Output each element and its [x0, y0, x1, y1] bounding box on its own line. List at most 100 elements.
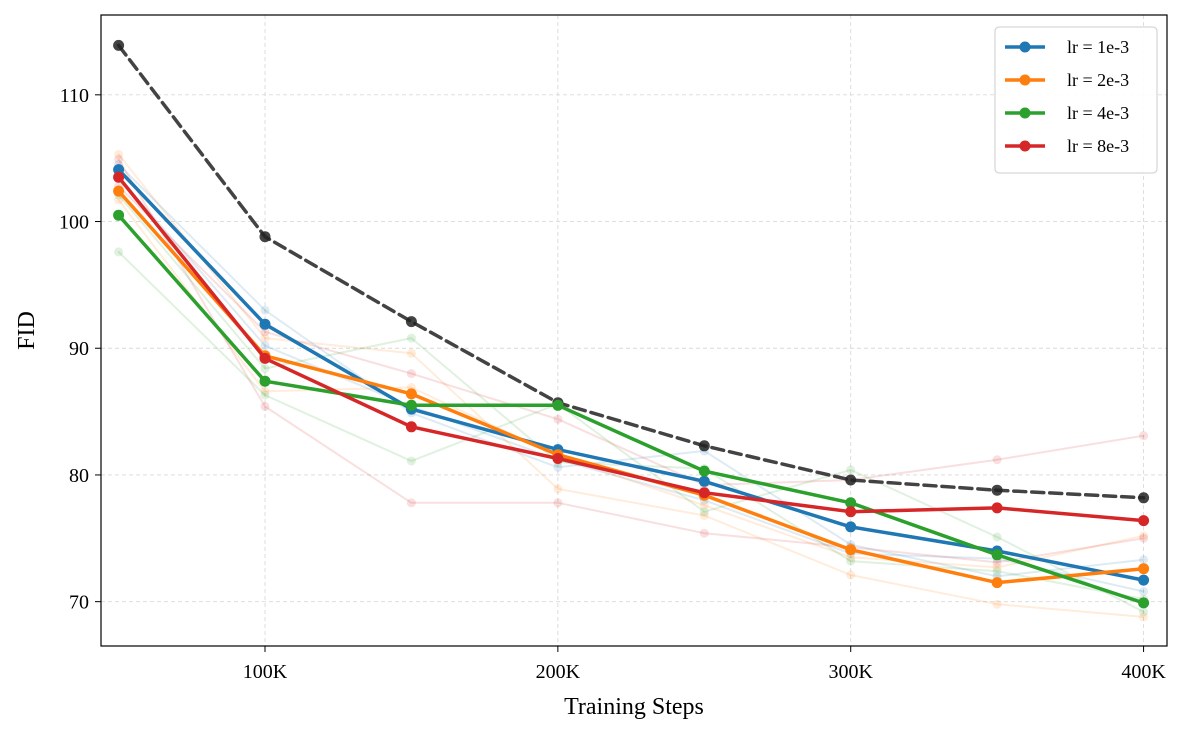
- x-tick-label-1: 200K: [536, 661, 581, 683]
- faint-run-6-point-2: [406, 498, 416, 508]
- series-0-point-0: [113, 164, 125, 176]
- series-0-point-1: [259, 318, 271, 330]
- legend: lr = 1e-3 lr = 2e-3 lr = 4e-3 lr = 8e-3: [994, 26, 1158, 174]
- series-3-point-1: [259, 352, 271, 364]
- faint-run-7-point-1: [260, 327, 270, 337]
- faint-run-2-point-5: [846, 570, 856, 580]
- x-tick-label-0: 100K: [243, 661, 288, 683]
- series-2-point-3: [552, 399, 564, 411]
- faint-run-4-point-5: [846, 465, 856, 475]
- faint-run-2-point-6: [992, 599, 1002, 609]
- legend-box: [994, 26, 1158, 174]
- faint-run-7-point-3: [553, 414, 563, 424]
- faint-run-1-point-1: [260, 341, 270, 351]
- faint-run-1-line: [117, 176, 1145, 593]
- series-0-point-7: [1138, 574, 1150, 586]
- faint-run-0-point-1: [260, 305, 270, 315]
- series-2-point-6: [991, 549, 1003, 561]
- faint-run-2: [114, 149, 1149, 622]
- y-axis-title: FID: [14, 311, 40, 350]
- series-1-point-7: [1138, 563, 1150, 575]
- faint-run-4-point-1: [260, 390, 270, 400]
- faint-run-4-point-0: [114, 247, 124, 257]
- faint-run-2-point-2: [406, 348, 416, 358]
- series-2-point-2: [405, 399, 417, 411]
- x-tick-label-2: 300K: [828, 661, 873, 683]
- faint-run-4-point-6: [992, 532, 1002, 542]
- legend-swatch-marker-2: [1019, 107, 1031, 119]
- series-1-line: [116, 189, 1146, 585]
- series-2-point-1: [259, 375, 271, 387]
- faint-run-5-point-1: [260, 364, 270, 373]
- faint-run-7-point-7: [1139, 431, 1149, 441]
- series-3-line: [116, 175, 1146, 523]
- faint-run-1-point-7: [1139, 587, 1149, 596]
- faint-run-6-point-3: [553, 498, 563, 508]
- y-tick-label-1: 80: [69, 465, 89, 487]
- faint-run-3-line: [117, 199, 1145, 569]
- faint-run-7-point-2: [406, 369, 416, 379]
- faint-run-7-point-6: [992, 455, 1002, 465]
- series-3-point-3: [552, 453, 564, 464]
- faint-run-2-point-4: [699, 511, 709, 520]
- series-2-point-4: [698, 465, 710, 477]
- mean-dashed-series-line: [116, 43, 1146, 500]
- mean-dashed-series-point-7: [1138, 492, 1150, 504]
- faint-run-2-point-3: [553, 484, 563, 494]
- faint-run-5-point-2: [406, 333, 416, 343]
- y-tick-label-4: 110: [60, 85, 89, 107]
- mean-dashed-series: [113, 39, 1150, 504]
- series-0-point-5: [845, 521, 857, 533]
- faint-run-5-point-6: [992, 566, 1002, 576]
- legend-label-3: lr = 8e-3: [1067, 136, 1129, 156]
- faint-run-6-point-1: [260, 402, 270, 411]
- series-0: [113, 164, 1150, 586]
- y-tick-label-0: 70: [69, 592, 89, 614]
- legend-item-3: lr = 8e-3: [1005, 136, 1129, 156]
- legend-label-2: lr = 4e-3: [1067, 103, 1129, 123]
- legend-item-1: lr = 2e-3: [1005, 70, 1129, 90]
- x-axis-ticks: 100K 200K 300K 400K: [243, 646, 1166, 683]
- legend-swatch-marker-0: [1019, 41, 1031, 53]
- series-3-point-4: [698, 487, 710, 499]
- faint-run-3-point-5: [846, 552, 856, 562]
- series-3-point-6: [991, 502, 1003, 514]
- series-1-point-0: [113, 185, 125, 197]
- faint-run-6-point-4: [699, 528, 709, 538]
- faint-run-5-point-5: [846, 556, 856, 566]
- y-tick-label-2: 90: [69, 338, 89, 360]
- faint-run-0-point-7: [1139, 555, 1149, 565]
- faint-run-2-point-0: [114, 149, 124, 159]
- legend-label-1: lr = 2e-3: [1067, 70, 1129, 90]
- legend-label-0: lr = 1e-3: [1067, 37, 1129, 57]
- faint-run-4-point-4: [699, 507, 709, 517]
- faint-run-7-line: [117, 185, 1145, 487]
- y-tick-label-3: 100: [59, 212, 89, 234]
- series-3-point-0: [113, 171, 125, 183]
- faint-run-0-line: [117, 163, 1145, 578]
- faint-run-3-point-4: [699, 500, 709, 510]
- x-axis-title: Training Steps: [564, 694, 704, 720]
- faint-run-6-point-7: [1139, 533, 1149, 543]
- mean-dashed-series-point-5: [845, 474, 857, 486]
- series-2-point-5: [845, 497, 857, 509]
- faint-run-2-line: [117, 153, 1145, 618]
- mean-dashed-series-point-1: [259, 231, 271, 243]
- faint-run-6-line: [117, 158, 1145, 564]
- mean-dashed-series-point-2: [405, 316, 417, 328]
- faint-run-3-point-1: [260, 386, 270, 396]
- series-1-point-6: [991, 577, 1003, 589]
- x-tick-label-3: 400K: [1121, 661, 1166, 683]
- faint-run-3-point-0: [114, 195, 124, 205]
- series-2-point-0: [113, 209, 125, 221]
- series-2-point-7: [1138, 597, 1150, 609]
- faint-run-5-line: [117, 193, 1145, 601]
- mean-dashed-series-point-6: [991, 484, 1003, 496]
- series-1: [113, 185, 1150, 589]
- faint-run-2-point-7: [1139, 612, 1149, 622]
- series-1-point-5: [845, 544, 857, 556]
- faint-run-6-point-0: [114, 154, 124, 164]
- series-1-point-2: [405, 388, 417, 400]
